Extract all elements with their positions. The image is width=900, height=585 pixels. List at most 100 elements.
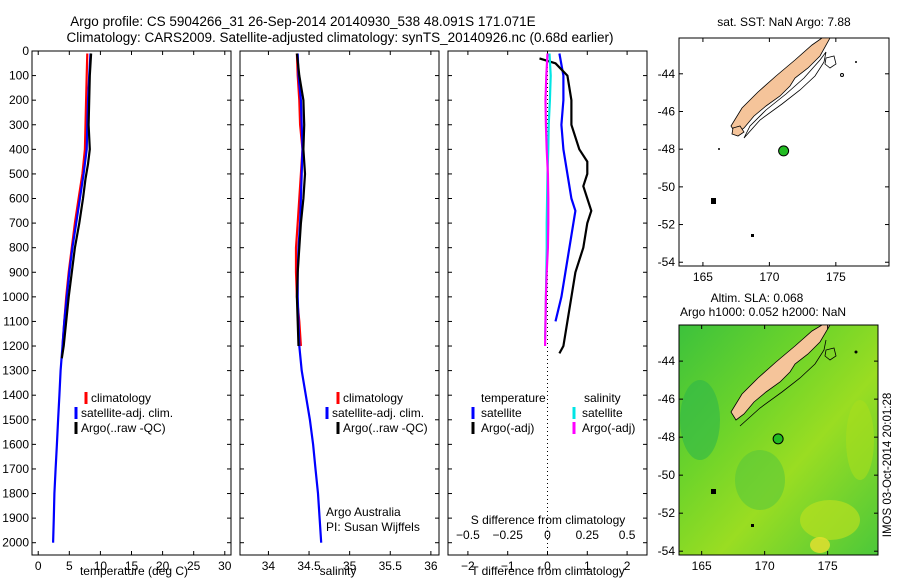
y-tick-label: 1400 <box>2 388 29 402</box>
y-tick-label: 1700 <box>2 462 29 476</box>
sla-map-auckland-islands <box>711 489 716 494</box>
map-y-tick-label: -44 <box>658 354 676 368</box>
argo-australia-label: Argo Australia <box>326 505 401 519</box>
temperature-legend: climatology satellite-adj. clim. Argo(..… <box>74 391 173 435</box>
map-x-tick-label: 165 <box>693 270 713 284</box>
x-tick-label: 15 <box>125 559 139 573</box>
x-tick-label: −2 <box>461 559 475 573</box>
map-y-tick-label: -48 <box>658 430 676 444</box>
y-tick-label: 300 <box>9 118 29 132</box>
sla-map-title-line1: Altim. SLA: 0.068 <box>711 291 804 305</box>
sst-map-dot-2 <box>840 73 844 77</box>
y-tick-label: 900 <box>9 265 29 279</box>
x-tick-label: 5 <box>66 559 73 573</box>
map-y-tick-label: -52 <box>658 506 676 520</box>
pi-label: PI: Susan Wijffels <box>326 520 420 534</box>
y-tick-label: 1200 <box>2 339 29 353</box>
y-tick-label: 1600 <box>2 437 29 451</box>
sla-map-dot-1 <box>854 350 858 354</box>
sla-map-south-island <box>730 325 831 421</box>
figure-title-line2: Climatology: CARS2009. Satellite-adjuste… <box>66 30 613 45</box>
map-y-tick-label: -46 <box>658 104 676 118</box>
y-tick-label: 1100 <box>3 314 29 328</box>
series-line <box>52 53 92 543</box>
salinity-legend: climatology satellite-adj. clim. Argo(..… <box>325 391 428 534</box>
sla-map-patch-1 <box>680 380 720 460</box>
series-line <box>539 57 593 354</box>
sst-map-stewart-island <box>731 125 745 137</box>
sla-map-title-line2: Argo h1000: 0.052 h2000: NaN <box>680 305 846 319</box>
sla-map-chatham-contour <box>824 347 837 361</box>
x-tick-label: 20 <box>156 559 170 573</box>
map-y-tick-label: -54 <box>658 544 676 558</box>
x-tick-label: 36 <box>424 559 438 573</box>
x-tick-label: 30 <box>218 559 232 573</box>
legend-label-t-argo: Argo(-adj) <box>481 421 534 435</box>
sst-map-dot-1 <box>718 148 720 150</box>
sst-map: 165 170 175 -44 -46 -48 -50 -52 -54 <box>658 37 890 284</box>
sla-map-campbell-island <box>751 524 754 527</box>
map-x-tick-label: 175 <box>818 559 838 573</box>
y-tick-label: 200 <box>9 93 29 107</box>
temperature-axis-label: temperature (deg C) <box>80 564 188 578</box>
figure-title-line1: Argo profile: CS 5904266_31 26-Sep-2014 … <box>70 14 535 29</box>
series-line <box>296 53 323 543</box>
map-y-tick-label: -48 <box>658 142 676 156</box>
salinity-panel: 34 34.5 35 35.5 36 <box>240 50 439 573</box>
x-tick-label: 2 <box>624 559 631 573</box>
y-tick-label: 2000 <box>2 536 29 550</box>
sla-map-patch-2 <box>800 500 860 540</box>
map-y-tick-label: -52 <box>658 218 676 232</box>
x-tick-label: −1 <box>501 559 515 573</box>
x-tick-label: 35 <box>343 559 357 573</box>
map-y-tick-label: -50 <box>658 468 676 482</box>
y-tick-label: 400 <box>9 142 29 156</box>
s-tick-label: −0.25 <box>493 528 524 542</box>
difference-legend: temperature satellite Argo(-adj) salinit… <box>471 391 635 435</box>
sla-map: 165 170 175 -44 -46 -48 -50 -52 -54 <box>658 324 879 573</box>
legend-label-satellite: satellite-adj. clim. <box>332 406 424 420</box>
sla-map-axes: 165 170 175 -44 -46 -48 -50 -52 -54 <box>658 325 878 573</box>
y-tick-label: 700 <box>9 216 29 230</box>
map-y-tick-label: -44 <box>658 67 676 81</box>
legend-label-satellite: satellite-adj. clim. <box>81 406 173 420</box>
s-tick-label: 0.5 <box>619 528 636 542</box>
map-y-tick-label: -46 <box>658 392 676 406</box>
s-difference-axis-label: S difference from climatology <box>471 513 626 527</box>
sla-map-patch-4 <box>846 400 874 480</box>
y-tick-label: 500 <box>9 167 29 181</box>
legend-label-argo: Argo(..raw -QC) <box>343 421 428 435</box>
map-y-tick-label: -54 <box>658 255 676 269</box>
sst-map-title: sat. SST: NaN Argo: 7.88 <box>717 15 851 29</box>
series-line <box>295 53 307 347</box>
sst-map-south-island <box>730 38 831 135</box>
x-tick-label: 35.5 <box>379 559 403 573</box>
y-tick-label: 100 <box>9 69 29 83</box>
sla-map-patch-3 <box>735 450 785 510</box>
map-x-tick-label: 165 <box>692 559 712 573</box>
sla-map-patch-5 <box>810 537 830 553</box>
sla-map-float-marker <box>772 433 784 445</box>
y-tick-label: 1300 <box>2 364 29 378</box>
sst-map-auckland-islands <box>711 198 716 204</box>
sst-map-chatham-contour <box>824 55 837 69</box>
legend-label-climatology: climatology <box>343 391 403 405</box>
series-line <box>554 53 577 322</box>
legend-label-argo: Argo(..raw -QC) <box>81 421 166 435</box>
temperature-panel: 0 5 10 15 20 25 300100200300400500600700800900… <box>2 44 231 573</box>
legend-label-climatology: climatology <box>91 391 151 405</box>
map-y-tick-label: -50 <box>658 180 676 194</box>
y-tick-label: 1900 <box>2 511 29 525</box>
s-tick-label: −0.5 <box>456 528 480 542</box>
series-line <box>60 53 93 359</box>
s-tick-label: 0 <box>544 528 551 542</box>
map-x-tick-label: 170 <box>755 559 775 573</box>
temperature-panel-frame <box>31 50 232 556</box>
legend-header-salinity: salinity <box>584 391 621 405</box>
y-tick-label: 800 <box>9 241 29 255</box>
y-tick-label: 1500 <box>2 413 29 427</box>
legend-label-s-satellite: satellite <box>582 406 623 420</box>
x-tick-label: 25 <box>187 559 201 573</box>
x-tick-label: 34 <box>262 559 276 573</box>
